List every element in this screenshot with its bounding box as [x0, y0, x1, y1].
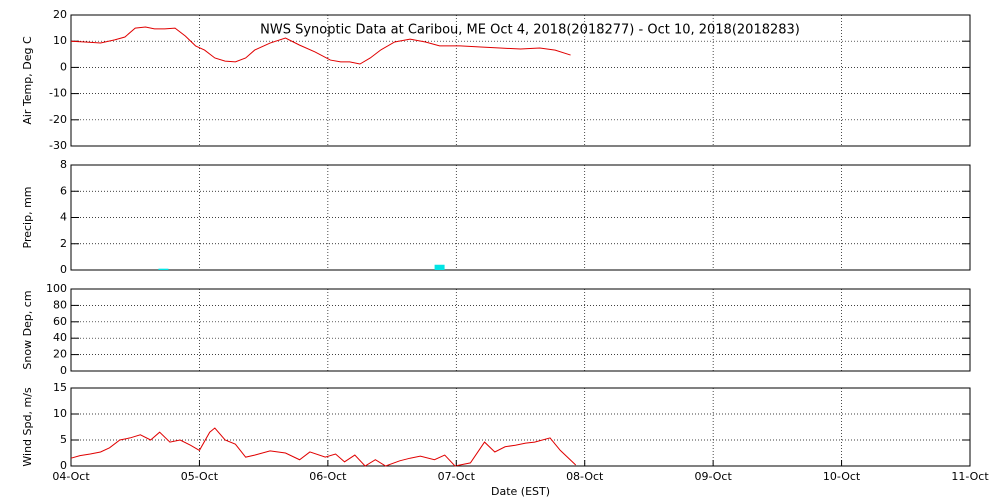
x-axis-label: Date (EST) — [491, 485, 550, 498]
y-tick-label: 10 — [53, 34, 67, 47]
bar — [158, 268, 169, 270]
x-tick-label: 11-Oct — [951, 470, 989, 483]
data-line — [70, 427, 577, 467]
y-tick-label: 2 — [60, 237, 67, 250]
panel-frame — [70, 164, 971, 271]
x-tick-label: 06-Oct — [309, 470, 347, 483]
x-tick-label: 04-Oct — [52, 470, 90, 483]
x-tick-label: 10-Oct — [823, 470, 861, 483]
y-tick-label: 100 — [46, 282, 67, 295]
y-axis-label: Air Temp, Deg C — [21, 36, 34, 125]
y-tick-label: 40 — [53, 331, 67, 344]
y-tick-label: 0 — [60, 364, 67, 377]
x-tick-label: 09-Oct — [694, 470, 732, 483]
y-tick-label: 0 — [60, 459, 67, 472]
y-axis-label: Snow Dep, cm — [21, 290, 34, 369]
y-tick-label: 6 — [60, 184, 67, 197]
y-tick-label: 0 — [60, 60, 67, 73]
y-tick-label: 4 — [60, 211, 67, 224]
panel-frame — [70, 14, 971, 147]
chart-title: NWS Synoptic Data at Caribou, ME Oct 4, … — [260, 23, 800, 38]
y-tick-label: 0 — [60, 263, 67, 276]
y-tick-label: -20 — [49, 113, 67, 126]
x-tick-label: 05-Oct — [181, 470, 219, 483]
x-tick-label: 07-Oct — [438, 470, 476, 483]
bar — [434, 264, 445, 270]
y-axis-label: Wind Spd, m/s — [21, 387, 34, 467]
data-line — [70, 26, 571, 65]
y-axis-label: Precip, mm — [21, 187, 34, 249]
panel-frame — [70, 387, 971, 467]
y-tick-label: 80 — [53, 298, 67, 311]
y-tick-label: 8 — [60, 158, 67, 171]
y-tick-label: 20 — [53, 348, 67, 361]
y-tick-label: 60 — [53, 315, 67, 328]
y-tick-label: 20 — [53, 8, 67, 21]
y-tick-label: -30 — [49, 139, 67, 152]
y-tick-label: -10 — [49, 87, 67, 100]
panel-frame — [70, 288, 971, 372]
y-tick-label: 15 — [53, 381, 67, 394]
x-tick-label: 08-Oct — [566, 470, 604, 483]
y-tick-label: 5 — [60, 433, 67, 446]
y-tick-label: 10 — [53, 407, 67, 420]
